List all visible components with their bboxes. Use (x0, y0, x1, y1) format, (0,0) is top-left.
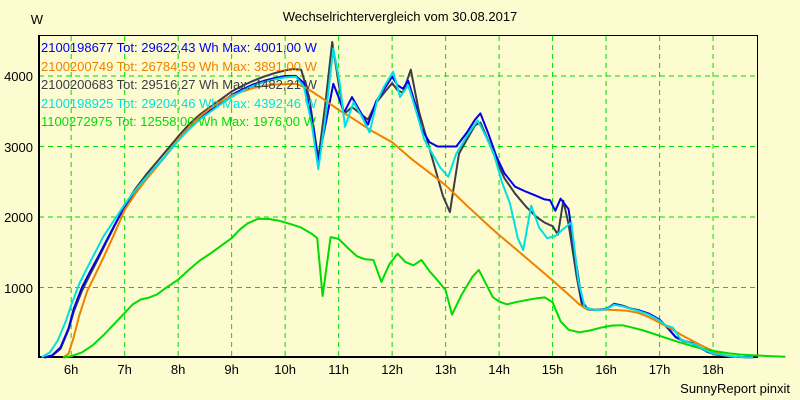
y-axis-unit-label: W (30, 12, 43, 27)
x-axis-label-12h: 12h (381, 362, 403, 377)
legend-entry-1: 2100198677 Tot: 29622,43 Wh Max: 4001,00… (41, 40, 317, 55)
chart-title: Wechselrichtervergleich vom 30.08.2017 (282, 9, 518, 24)
x-axis-label-17h: 17h (648, 362, 671, 377)
legend-entry-5: 1100272975 Tot: 12558,00 Wh Max: 1976,00… (41, 114, 316, 130)
x-axis-label-10h: 10h (274, 362, 296, 377)
series-line-2100200749 (62, 82, 738, 359)
y-axis-label-2000: 2000 (4, 210, 33, 225)
legend-entry-4: 2100198925 Tot: 29204,46 Wh Max: 4392,46… (41, 95, 317, 111)
watermark-text: SunnyReport pinxit (680, 381, 790, 396)
y-axis-label-3000: 3000 (4, 139, 33, 155)
y-axis-label-4000: 4000 (4, 69, 33, 84)
legend-entry-3: 2100200683 Tot: 29516,27 Wh Max: 4482,21… (41, 77, 317, 93)
series-line-2100198925 (41, 47, 754, 359)
series-line-1100272975 (62, 217, 786, 359)
y-axis-label-1000: 1000 (4, 280, 33, 296)
x-axis-label-11h: 11h (328, 362, 349, 377)
x-axis-label-7h: 7h (117, 362, 132, 377)
x-axis-label-15h: 15h (541, 362, 564, 377)
x-axis-label-9h: 9h (224, 362, 239, 377)
x-axis-label-16h: 16h (595, 362, 617, 377)
x-axis-label-18h: 18h (702, 362, 724, 377)
x-axis-label-8h: 8h (170, 362, 186, 377)
x-axis-label-6h: 6h (63, 362, 79, 377)
x-axis-label-14h: 14h (488, 362, 510, 377)
x-axis-label-13h: 13h (434, 362, 457, 377)
chart-legend: 2100198677 Tot: 29622,43 Wh Max: 4001,00… (41, 39, 317, 132)
legend-entry-2: 2100200749 Tot: 26784,59 Wh Max: 3891,00… (41, 58, 317, 74)
